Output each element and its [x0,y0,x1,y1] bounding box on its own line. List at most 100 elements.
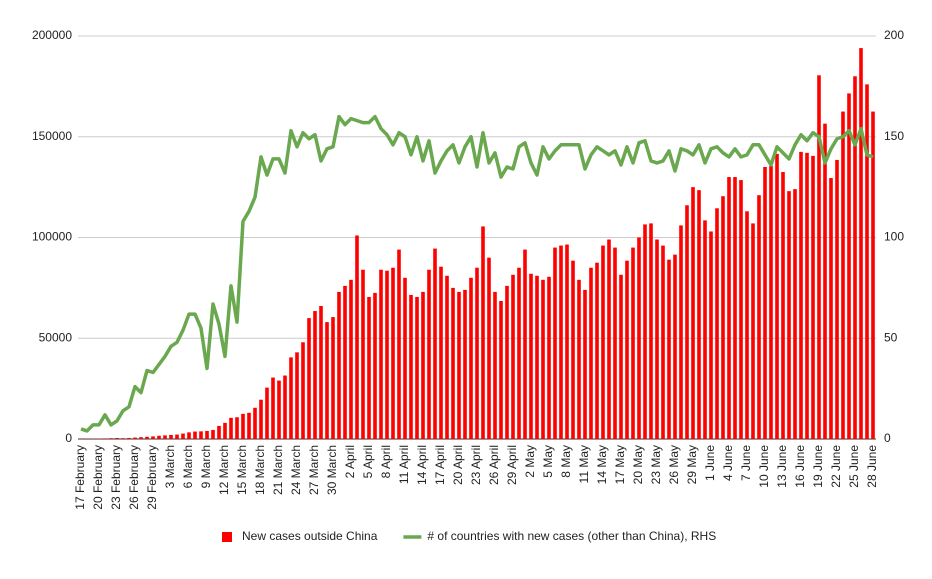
x-tick-label: 17 February [73,445,87,510]
bar [505,286,509,439]
bar [775,154,779,439]
bar [601,246,605,439]
bar [733,177,737,439]
bar [331,317,335,439]
x-tick-label: 2 April [343,445,357,478]
bar [757,195,761,439]
bar [325,322,329,439]
bar [769,166,773,439]
bar [829,178,833,439]
bar [253,408,257,439]
bar [787,191,791,439]
bar [163,435,167,439]
x-tick-label: 9 March [199,445,213,488]
bar [427,270,431,439]
bar [697,190,701,439]
y2-tick-label: 0 [884,431,891,445]
x-tick-label: 20 April [451,445,465,485]
bar [217,426,221,439]
x-tick-label: 23 April [469,445,483,485]
bar [343,286,347,439]
bar [613,248,617,439]
bar [667,260,671,439]
bar [247,413,251,439]
y2-tick-label: 100 [884,230,904,244]
bar [571,261,575,439]
bar [385,271,389,439]
x-tick-label: 11 April [397,445,411,484]
bar [301,342,305,439]
bar [373,293,377,439]
bar [649,223,653,439]
bar [523,250,527,439]
bar [205,431,209,439]
bar [199,431,203,439]
bar [781,172,785,439]
y-tick-label: 200000 [32,28,72,42]
bar [643,224,647,439]
bar [283,376,287,439]
x-tick-label: 27 March [307,445,321,495]
bar [631,248,635,439]
x-tick-label: 26 April [487,445,501,485]
x-tick-label: 18 March [253,445,267,495]
bar [661,246,665,439]
x-tick-label: 5 April [361,445,375,478]
x-tick-label: 17 April [433,445,447,485]
bar [349,280,353,439]
bar [481,226,485,439]
x-tick-label: 8 May [559,445,573,478]
legend-label: New cases outside China [242,529,378,543]
x-tick-label: 17 May [613,445,627,484]
bar [559,246,563,439]
bar [463,290,467,439]
bar [805,153,809,439]
bar [793,189,797,439]
legend-label: # of countries with new cases (other tha… [427,529,716,543]
bar [553,248,557,439]
x-tick-label: 25 June [847,445,861,488]
bar [529,274,533,439]
bar [415,297,419,439]
bar [355,235,359,439]
bar [211,430,215,439]
bar [265,388,269,439]
bar [103,438,107,439]
x-tick-label: 16 June [793,445,807,488]
bar [445,276,449,439]
x-tick-label: 15 March [235,445,249,495]
bar [439,267,443,439]
bar [655,240,659,439]
bar [229,418,233,439]
x-tick-label: 29 February [145,445,159,510]
x-tick-label: 29 April [505,445,519,485]
bar [145,437,149,439]
bar [493,292,497,439]
bar [241,414,245,439]
x-tick-label: 8 April [379,445,393,478]
bar [475,268,479,439]
x-tick-label: 22 June [829,445,843,488]
bar [565,245,569,439]
y-tick-label: 0 [65,431,72,445]
legend-swatch [222,532,232,542]
bar [499,301,503,439]
x-tick-label: 24 March [289,445,303,495]
bar [433,249,437,439]
x-tick-label: 12 March [217,445,231,495]
bar [289,357,293,439]
bar [583,290,587,439]
bar [397,250,401,439]
bar [295,352,299,439]
bar [817,75,821,439]
bar [181,434,185,439]
bar [457,292,461,439]
bar [691,187,695,439]
x-tick-label: 21 March [271,445,285,495]
x-tick-label: 14 April [415,445,429,485]
bar [685,205,689,439]
bar [259,400,263,439]
x-tick-label: 4 June [721,445,735,481]
bar [133,438,137,439]
